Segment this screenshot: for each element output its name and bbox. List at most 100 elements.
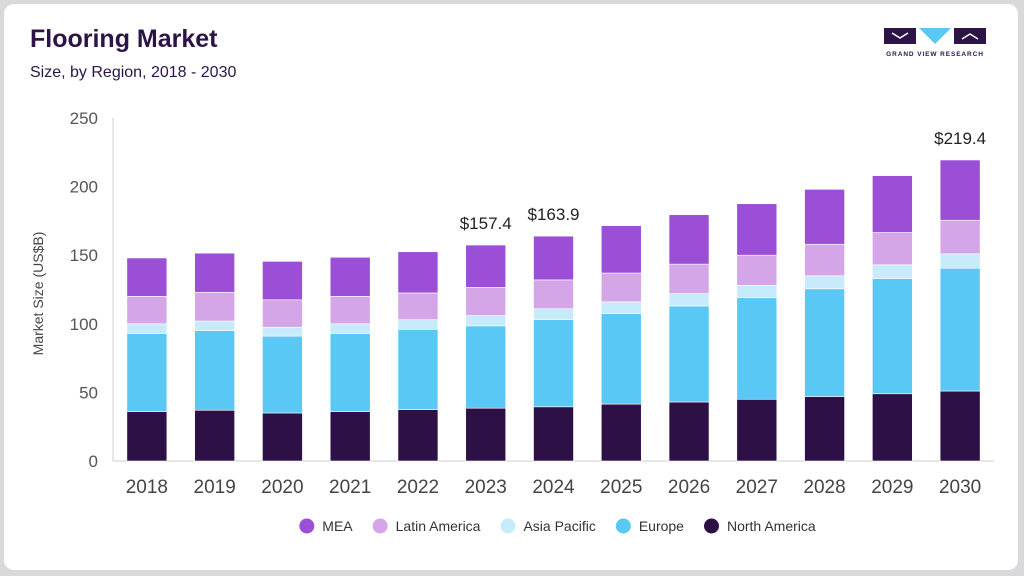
x-tick-label: 2027 (736, 477, 778, 498)
bar-segment (600, 272, 642, 303)
logo-block-left (884, 28, 916, 44)
bar-segment (872, 232, 913, 266)
bar-segment (668, 305, 710, 403)
bar-segment (262, 412, 303, 462)
bar-segment (668, 293, 710, 307)
bar-segment (736, 254, 778, 286)
bar-segment (262, 335, 303, 414)
bar-segment (126, 411, 168, 462)
bar-segment (600, 313, 642, 405)
data-label: $157.4 (460, 214, 512, 233)
y-tick-label: 100 (70, 315, 98, 334)
bar-segment (465, 287, 507, 316)
logo-text: GRAND VIEW RESEARCH (886, 51, 984, 58)
x-tick-label: 2022 (397, 477, 439, 498)
bar-segment (736, 203, 778, 256)
bar-segment (397, 292, 439, 320)
legend-marker (500, 518, 516, 534)
data-label: $163.9 (528, 205, 580, 224)
bar-segment (194, 320, 235, 331)
x-tick-label: 2023 (465, 477, 507, 498)
bar-segment (872, 264, 913, 279)
bar-segment (804, 288, 845, 397)
y-tick-label: 0 (89, 452, 98, 471)
bar-segment (804, 243, 845, 277)
legend-label: Europe (639, 518, 684, 534)
bar-segment (465, 325, 507, 409)
bar-segment (668, 263, 710, 294)
legend-marker (372, 518, 388, 534)
chart-title: Flooring Market (30, 25, 218, 53)
x-tick-label: 2026 (668, 477, 710, 498)
bar-segment (736, 398, 778, 462)
bar-segment (939, 159, 981, 221)
x-tick-label: 2021 (329, 477, 371, 498)
bar-segment (939, 219, 981, 255)
bar-segment (194, 330, 235, 411)
x-tick-label: 2029 (871, 477, 913, 498)
bar-segment (533, 406, 574, 462)
chart-card (4, 4, 1018, 570)
bar-segment (939, 267, 981, 392)
bar-segment (533, 235, 574, 281)
bar-segment (194, 291, 235, 322)
legend-marker (703, 518, 719, 534)
bar-segment (194, 409, 235, 462)
bar-segment (736, 297, 778, 400)
bar-segment (668, 401, 710, 462)
bar-segment (126, 257, 168, 297)
bar-segment (397, 409, 439, 462)
legend-marker (615, 518, 631, 534)
bar-segment (397, 251, 439, 294)
bar-segment (465, 315, 507, 327)
bar-segment (465, 244, 507, 288)
grand-view-research-logo (884, 28, 986, 44)
bar-segment (804, 189, 845, 245)
bar-segment (533, 319, 574, 408)
y-tick-label: 150 (70, 246, 98, 265)
y-tick-label: 250 (70, 109, 98, 128)
legend-label: North America (727, 518, 816, 534)
logo-chevron (919, 28, 951, 44)
x-tick-label: 2024 (532, 477, 575, 498)
legend-marker (299, 518, 315, 534)
data-label: $219.4 (934, 129, 986, 148)
y-axis-label: Market Size (US$B) (30, 232, 46, 356)
bar-segment (329, 296, 371, 325)
bar-segment (668, 214, 710, 265)
bar-segment (804, 275, 845, 290)
bar-segment (329, 411, 371, 462)
bar-segment (600, 225, 642, 274)
chart-subtitle: Size, by Region, 2018 - 2030 (30, 64, 237, 81)
bar-segment (533, 308, 574, 320)
bar-segment (126, 333, 168, 412)
bar-segment (804, 396, 845, 462)
y-tick-label: 200 (70, 178, 98, 197)
logo-block-right (954, 28, 986, 44)
x-tick-label: 2025 (600, 477, 642, 498)
bar-segment (194, 252, 235, 293)
x-tick-label: 2020 (261, 477, 303, 498)
x-tick-label: 2028 (803, 477, 845, 498)
bar-segment (872, 175, 913, 233)
bar-segment (329, 323, 371, 334)
legend-label: Latin America (396, 518, 481, 534)
bar-segment (126, 296, 168, 325)
x-tick-label: 2019 (194, 477, 236, 498)
bar-segment (262, 299, 303, 328)
bar-segment (397, 319, 439, 330)
bar-segment (329, 256, 371, 297)
bar-segment (262, 326, 303, 337)
bar-segment (465, 407, 507, 462)
bar-segment (397, 328, 439, 410)
bar-segment (939, 390, 981, 462)
bar-segment (329, 333, 371, 412)
legend-label: MEA (322, 518, 353, 534)
bar-segment (600, 301, 642, 314)
bar-segment (872, 278, 913, 395)
x-tick-label: 2030 (939, 477, 981, 498)
bar-segment (872, 393, 913, 462)
bar-segment (736, 285, 778, 299)
bar-segment (262, 261, 303, 301)
